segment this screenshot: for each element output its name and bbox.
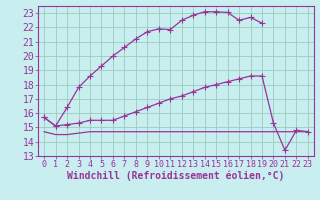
X-axis label: Windchill (Refroidissement éolien,°C): Windchill (Refroidissement éolien,°C) <box>67 171 285 181</box>
